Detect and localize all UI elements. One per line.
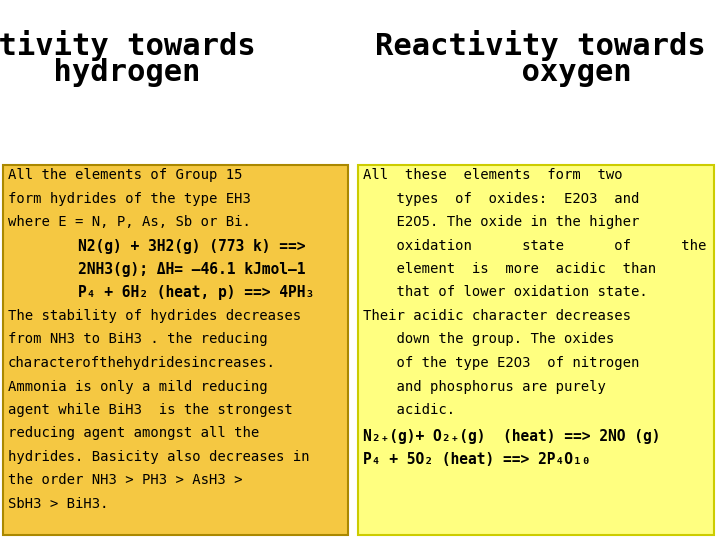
Text: Ammonia is only a mild reducing: Ammonia is only a mild reducing bbox=[8, 380, 268, 394]
Text: oxygen: oxygen bbox=[448, 58, 632, 87]
Text: types  of  oxides:  E2O3  and: types of oxides: E2O3 and bbox=[363, 192, 639, 206]
Text: N2(g) + 3H2(g) (773 k) ==>: N2(g) + 3H2(g) (773 k) ==> bbox=[8, 239, 305, 253]
Text: SbH3 > BiH3.: SbH3 > BiH3. bbox=[8, 497, 109, 511]
Text: P₄ + 5O₂ (heat) ==> 2P₄O₁₀: P₄ + 5O₂ (heat) ==> 2P₄O₁₀ bbox=[363, 452, 590, 467]
Text: and phosphorus are purely: and phosphorus are purely bbox=[363, 380, 606, 394]
Text: the order NH3 > PH3 > AsH3 >: the order NH3 > PH3 > AsH3 > bbox=[8, 474, 243, 488]
Text: 2NH3(g); ΔH= –46.1 kJmol–1: 2NH3(g); ΔH= –46.1 kJmol–1 bbox=[8, 262, 305, 277]
Bar bbox=[3, 165, 348, 535]
Text: that of lower oxidation state.: that of lower oxidation state. bbox=[363, 286, 648, 300]
Text: reducing agent amongst all the: reducing agent amongst all the bbox=[8, 427, 259, 441]
Text: Reactivity towards: Reactivity towards bbox=[0, 30, 256, 61]
Bar bbox=[358, 165, 714, 535]
Text: hydrides. Basicity also decreases in: hydrides. Basicity also decreases in bbox=[8, 450, 310, 464]
Text: characterofthehydridesincreases.: characterofthehydridesincreases. bbox=[8, 356, 276, 370]
Text: All  these  elements  form  two: All these elements form two bbox=[363, 168, 623, 182]
Text: where E = N, P, As, Sb or Bi.: where E = N, P, As, Sb or Bi. bbox=[8, 215, 251, 229]
Text: element  is  more  acidic  than: element is more acidic than bbox=[363, 262, 656, 276]
Text: from NH3 to BiH3 . the reducing: from NH3 to BiH3 . the reducing bbox=[8, 333, 268, 347]
Text: hydrogen: hydrogen bbox=[0, 58, 200, 87]
Text: All the elements of Group 15: All the elements of Group 15 bbox=[8, 168, 243, 182]
Text: agent while BiH3  is the strongest: agent while BiH3 is the strongest bbox=[8, 403, 293, 417]
Text: of the type E2O3  of nitrogen: of the type E2O3 of nitrogen bbox=[363, 356, 639, 370]
Text: oxidation      state      of      the: oxidation state of the bbox=[363, 239, 706, 253]
Text: Their acidic character decreases: Their acidic character decreases bbox=[363, 309, 631, 323]
Text: down the group. The oxides: down the group. The oxides bbox=[363, 333, 614, 347]
Text: form hydrides of the type EH3: form hydrides of the type EH3 bbox=[8, 192, 251, 206]
Text: E2O5. The oxide in the higher: E2O5. The oxide in the higher bbox=[363, 215, 639, 229]
Text: Reactivity towards: Reactivity towards bbox=[374, 30, 706, 61]
Text: P₄ + 6H₂ (heat, p) ==> 4PH₃: P₄ + 6H₂ (heat, p) ==> 4PH₃ bbox=[8, 286, 314, 300]
Text: The stability of hydrides decreases: The stability of hydrides decreases bbox=[8, 309, 301, 323]
Text: N₂₊(g)+ O₂₊(g)  (heat) ==> 2NO (g): N₂₊(g)+ O₂₊(g) (heat) ==> 2NO (g) bbox=[363, 429, 660, 443]
Text: acidic.: acidic. bbox=[363, 403, 455, 417]
